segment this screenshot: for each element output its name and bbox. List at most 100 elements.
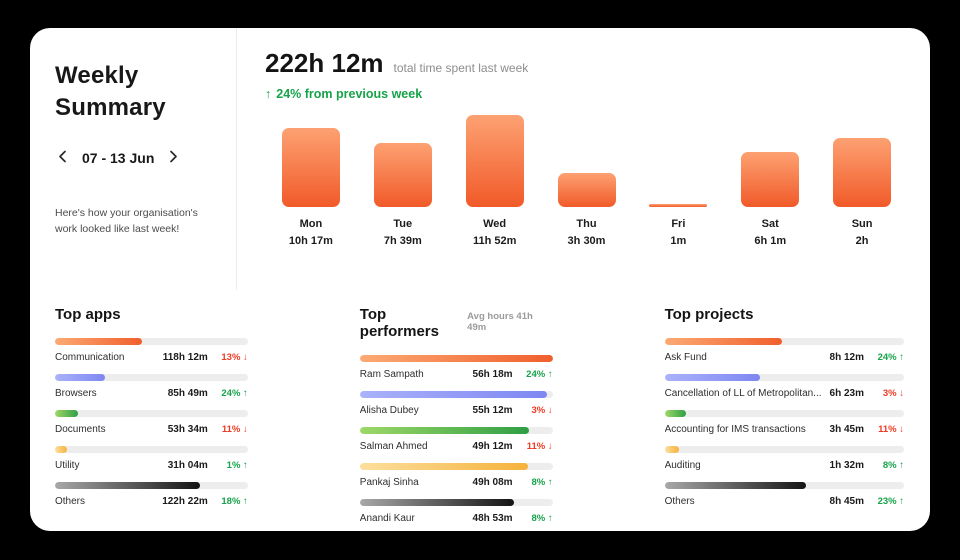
day-time-label: 1m — [670, 235, 687, 247]
list-item-text: Accounting for IMS transactions 3h 45m 1… — [665, 424, 904, 435]
list-item-text: Pankaj Sinha 49h 08m 8% ↑ — [360, 477, 553, 488]
list-item-text: Alisha Dubey 55h 12m 3% ↓ — [360, 405, 553, 416]
list-item: Cancellation of LL of Metropolitan... 6h… — [664, 374, 904, 399]
day-label: Tue — [393, 218, 413, 230]
progress-track — [359, 499, 553, 506]
item-delta: 23% ↑ — [877, 496, 904, 507]
item-delta: 8% ↑ — [882, 460, 904, 471]
next-week-button[interactable] — [166, 147, 181, 169]
item-delta: 13% ↓ — [221, 352, 248, 363]
progress-track — [359, 391, 553, 398]
item-value: 56h 18m — [472, 369, 513, 380]
progress-track — [359, 355, 553, 362]
section-header: Top apps — [55, 306, 248, 323]
date-range-label: 07 - 13 Jun — [82, 149, 155, 166]
progress-track — [55, 446, 248, 453]
item-label: Salman Ahmed — [359, 441, 428, 452]
progress-fill — [359, 355, 553, 362]
item-label: Pankaj Sinha — [359, 477, 419, 488]
bar-chart: Mon 10h 17m Tue 7h 39m Wed 11h 52m Thu 3… — [265, 114, 908, 247]
list-item-text: Ram Sampath 56h 18m 24% ↑ — [360, 369, 553, 380]
prev-week-button[interactable] — [55, 147, 70, 169]
item-value: 6h 23m — [829, 388, 864, 399]
item-label: Alisha Dubey — [359, 405, 419, 416]
list-item: Browsers 85h 49m 24% ↑ — [55, 374, 248, 399]
progress-fill — [55, 374, 106, 381]
bar-wrap — [833, 114, 892, 207]
progress-track — [664, 410, 904, 417]
bar-column: Wed 11h 52m — [449, 114, 541, 247]
list-item-text: Documents 53h 34m 11% ↓ — [55, 424, 248, 435]
item-delta: 24% ↑ — [877, 352, 904, 363]
list-item: Anandi Kaur 48h 53m 8% ↑ — [359, 499, 553, 524]
day-time-label: 6h 1m — [754, 235, 787, 247]
day-label: Wed — [483, 218, 507, 230]
list-item: Salman Ahmed 49h 12m 11% ↓ — [359, 427, 553, 452]
progress-fill — [55, 338, 142, 345]
progress-track — [664, 482, 904, 489]
item-delta: 11% ↓ — [878, 424, 904, 435]
item-value: 85h 49m — [167, 388, 208, 399]
list-item: Ask Fund 8h 12m 24% ↑ — [664, 338, 904, 363]
day-label: Thu — [576, 218, 597, 230]
chevron-right-icon — [169, 150, 178, 166]
section-header: Top performers Avg hours 41h 49m — [360, 306, 553, 340]
item-label: Auditing — [664, 460, 701, 471]
progress-track — [55, 482, 248, 489]
list-item-text: Utility 31h 04m 1% ↑ — [55, 460, 248, 471]
stats-section: Top projects Ask Fund 8h 12m 24% ↑ Cance… — [664, 306, 904, 531]
item-delta: 11% ↓ — [526, 441, 553, 452]
item-label: Browsers — [55, 388, 97, 399]
week-navigator: 07 - 13 Jun — [55, 147, 216, 169]
list-item: Accounting for IMS transactions 3h 45m 1… — [664, 410, 904, 435]
bar-wrap — [281, 114, 340, 207]
item-value: 55h 12m — [472, 405, 513, 416]
item-delta: 24% ↑ — [526, 369, 553, 380]
item-label: Ask Fund — [664, 352, 707, 363]
item-label: Utility — [55, 460, 80, 471]
item-label: Accounting for IMS transactions — [664, 424, 806, 435]
bar-column: Tue 7h 39m — [357, 114, 449, 247]
progress-track — [55, 338, 248, 345]
total-row: 222h 12m total time spent last week — [265, 48, 908, 79]
progress-fill — [664, 374, 761, 381]
list-item: Documents 53h 34m 11% ↓ — [55, 410, 248, 435]
progress-track — [359, 463, 553, 470]
item-value: 31h 04m — [167, 460, 208, 471]
list-item-text: Browsers 85h 49m 24% ↑ — [55, 388, 248, 399]
list-item: Communication 118h 12m 13% ↓ — [55, 338, 248, 363]
progress-track — [55, 374, 248, 381]
item-label: Cancellation of LL of Metropolitan... — [664, 388, 822, 399]
summary-sidebar: Weekly Summary 07 - 13 Jun Here's how yo… — [30, 28, 237, 290]
item-delta: 11% ↓ — [221, 424, 248, 435]
item-label: Communication — [55, 352, 125, 363]
item-value: 8h 12m — [829, 352, 864, 363]
top-area: Weekly Summary 07 - 13 Jun Here's how yo… — [30, 28, 930, 290]
list-item-text: Auditing 1h 32m 8% ↑ — [665, 460, 904, 471]
week-delta-text: 24% from previous week — [276, 87, 423, 101]
day-bar — [373, 143, 432, 207]
day-bar — [465, 115, 524, 207]
progress-fill — [664, 410, 687, 417]
progress-fill — [664, 482, 806, 489]
bar-column: Fri 1m — [632, 114, 724, 247]
week-delta: ↑ 24% from previous week — [265, 87, 908, 101]
progress-fill — [359, 391, 547, 398]
bar-column: Sun 2h — [816, 114, 908, 247]
progress-track — [664, 446, 904, 453]
day-bar — [557, 173, 616, 207]
section-rows: Communication 118h 12m 13% ↓ Browsers 85… — [55, 338, 248, 507]
day-label: Sun — [851, 218, 873, 230]
day-label: Fri — [671, 218, 686, 230]
item-delta: 3% ↓ — [882, 388, 904, 399]
progress-fill — [359, 499, 515, 506]
progress-track — [359, 427, 553, 434]
total-time-value: 222h 12m — [265, 48, 384, 78]
chevron-left-icon — [58, 150, 67, 166]
progress-fill — [55, 446, 67, 453]
progress-track — [55, 410, 248, 417]
item-label: Documents — [55, 424, 106, 435]
day-bar — [833, 138, 892, 207]
day-time-label: 2h — [855, 235, 869, 247]
item-delta: 8% ↑ — [531, 513, 553, 524]
